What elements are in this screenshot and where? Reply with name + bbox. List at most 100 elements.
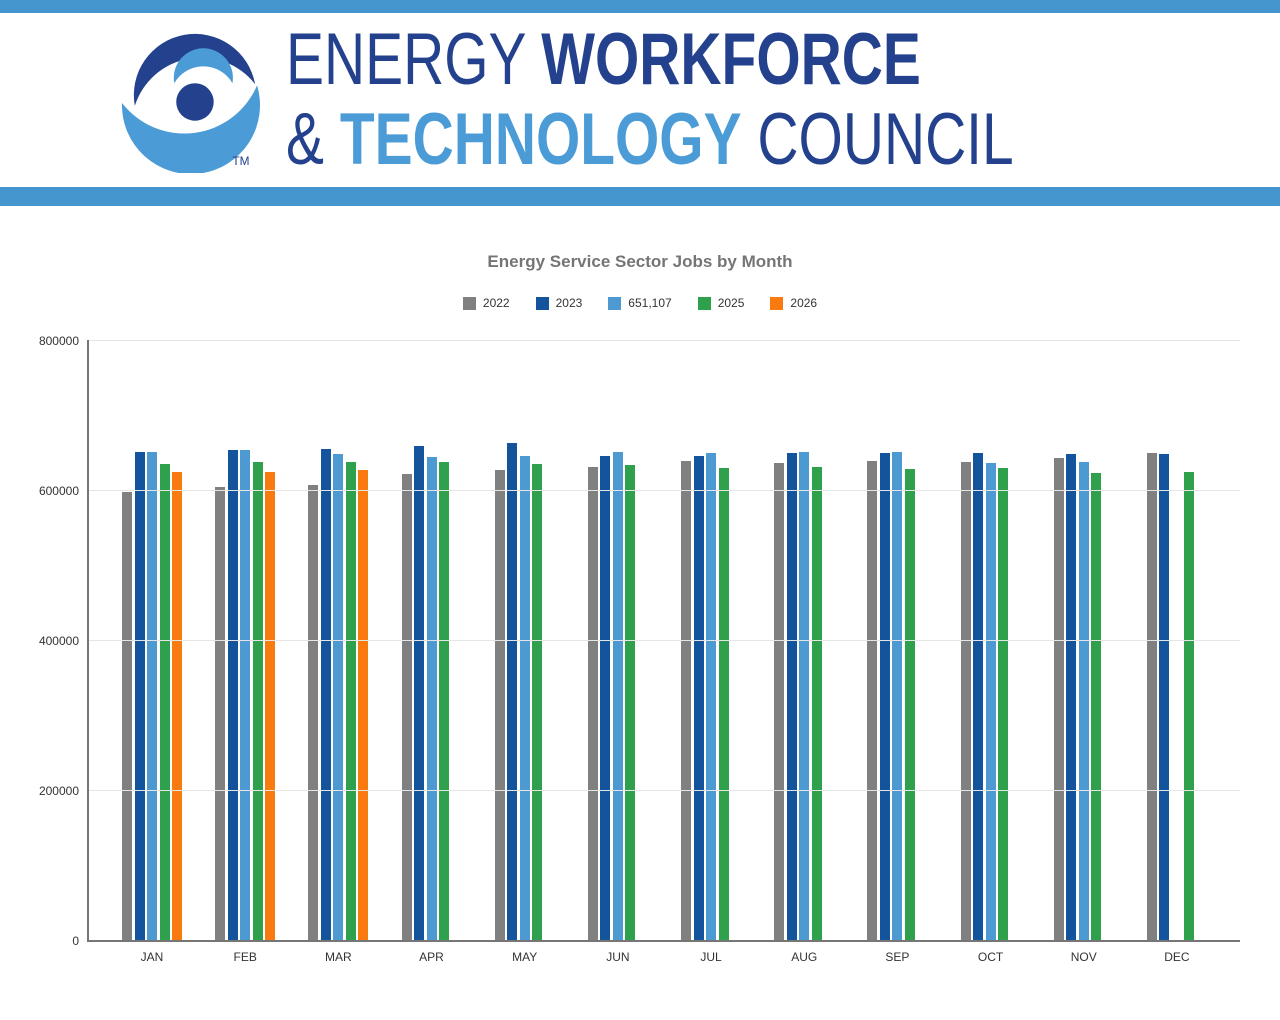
bar-2025-feb[interactable] bbox=[252, 461, 263, 940]
bar-651107-feb[interactable] bbox=[240, 450, 251, 940]
bar-2026-feb[interactable] bbox=[265, 472, 276, 940]
ewtc-logo: TM bbox=[122, 27, 264, 173]
x-label-sep: SEP bbox=[885, 950, 910, 964]
bar-2022-dec[interactable] bbox=[1146, 452, 1157, 940]
legend-swatch-2023 bbox=[535, 296, 549, 310]
bar-group-nov bbox=[1053, 340, 1114, 940]
x-label-mar: MAR bbox=[325, 950, 352, 964]
bar-2025-mar[interactable] bbox=[345, 462, 356, 940]
logo-inner-swirl bbox=[173, 48, 233, 84]
legend-label-2022: 2022 bbox=[482, 296, 510, 310]
trademark-text: TM bbox=[232, 154, 249, 168]
logo-top-swirl bbox=[133, 33, 256, 106]
bar-2023-oct[interactable] bbox=[973, 453, 984, 940]
bar-2025-sep[interactable] bbox=[904, 468, 915, 940]
bar-651107-apr[interactable] bbox=[426, 456, 437, 940]
bar-2022-aug[interactable] bbox=[774, 463, 785, 940]
bar-2023-nov[interactable] bbox=[1066, 454, 1077, 940]
brand-wordmark: ENERGY WORKFORCE & TECHNOLOGY COUNCIL bbox=[286, 20, 1014, 180]
legend-item-2026[interactable]: 2026 bbox=[770, 296, 817, 310]
x-label-jun: JUN bbox=[606, 950, 630, 964]
bar-651107-sep[interactable] bbox=[892, 451, 903, 940]
legend-swatch-2022 bbox=[462, 296, 476, 310]
bar-2022-mar[interactable] bbox=[308, 485, 319, 940]
bar-2023-sep[interactable] bbox=[879, 453, 890, 940]
bar-651107-mar[interactable] bbox=[333, 454, 344, 940]
bar-2025-oct[interactable] bbox=[998, 467, 1009, 940]
bar-2026-jan[interactable] bbox=[172, 471, 182, 940]
bar-group-oct bbox=[960, 340, 1021, 940]
bar-2023-dec[interactable] bbox=[1159, 453, 1170, 940]
x-label-nov: NOV bbox=[1070, 950, 1097, 964]
brand-header: TM ENERGY WORKFORCE & TECHNOLOGY COUNCIL bbox=[0, 13, 1280, 187]
legend-swatch-2025 bbox=[697, 296, 711, 310]
bar-2025-apr[interactable] bbox=[439, 461, 450, 940]
brand-word-technology: TECHNOLOGY bbox=[339, 99, 742, 180]
legend-item-2022[interactable]: 2022 bbox=[462, 296, 510, 310]
y-tick-600000: 600000 bbox=[38, 484, 79, 498]
bar-2023-feb[interactable] bbox=[227, 450, 238, 940]
logo-bottom-swirl bbox=[122, 85, 261, 173]
x-label-apr: APR bbox=[419, 950, 444, 964]
bar-group-feb bbox=[215, 340, 276, 940]
bar-2022-apr[interactable] bbox=[401, 474, 412, 940]
bar-651107-aug[interactable] bbox=[799, 451, 810, 940]
x-label-feb: FEB bbox=[233, 950, 257, 964]
bar-651107-oct[interactable] bbox=[985, 462, 996, 940]
jobs-by-month-chart: JAN FEB MAR APR MAY JUN JUL AUG SEP OCT NOV DEC 0 20… bbox=[0, 334, 1280, 1020]
gridline-600000 bbox=[89, 490, 1240, 491]
bar-2023-apr[interactable] bbox=[414, 445, 425, 940]
bar-651107-may[interactable] bbox=[519, 455, 530, 940]
bar-2023-mar[interactable] bbox=[320, 448, 331, 940]
bar-group-jul bbox=[681, 340, 741, 940]
bar-2022-jun[interactable] bbox=[587, 467, 598, 940]
logo-center-dot bbox=[176, 83, 214, 121]
plot-area bbox=[87, 340, 1240, 942]
legend-item-2023[interactable]: 2023 bbox=[535, 296, 583, 310]
bar-2025-nov[interactable] bbox=[1091, 472, 1102, 940]
gridline-400000 bbox=[89, 640, 1240, 641]
bar-2025-may[interactable] bbox=[532, 464, 543, 940]
bar-2023-jun[interactable] bbox=[600, 456, 611, 940]
y-tick-200000: 200000 bbox=[38, 784, 79, 798]
legend-item-651107[interactable]: 651,107 bbox=[608, 296, 672, 310]
brand-word-energy: ENERGY bbox=[286, 19, 526, 100]
bar-2022-sep[interactable] bbox=[867, 461, 878, 940]
bar-2025-jul[interactable] bbox=[718, 467, 729, 940]
bar-group-mar bbox=[308, 340, 369, 940]
bar-groups bbox=[89, 340, 1240, 940]
bar-2022-may[interactable] bbox=[494, 469, 505, 940]
bar-651107-nov[interactable] bbox=[1078, 462, 1089, 940]
bar-2023-jul[interactable] bbox=[693, 456, 704, 940]
bar-2025-dec[interactable] bbox=[1184, 471, 1195, 940]
bar-2023-may[interactable] bbox=[507, 442, 518, 940]
bar-2022-feb[interactable] bbox=[215, 487, 226, 940]
x-label-dec: DEC bbox=[1164, 950, 1190, 964]
gridline-200000 bbox=[89, 790, 1240, 791]
bar-2025-jun[interactable] bbox=[625, 465, 636, 940]
x-label-oct: OCT bbox=[977, 950, 1004, 964]
bar-2022-jan[interactable] bbox=[122, 491, 132, 940]
bar-2023-aug[interactable] bbox=[786, 453, 797, 940]
brand-ampersand: & bbox=[286, 99, 324, 180]
bar-2022-jul[interactable] bbox=[681, 461, 692, 940]
bar-651107-jun[interactable] bbox=[612, 452, 623, 940]
chart-title: Energy Service Sector Jobs by Month bbox=[487, 252, 793, 271]
chart-section: Energy Service Sector Jobs by Month 2022… bbox=[0, 252, 1280, 1020]
bar-2022-nov[interactable] bbox=[1053, 457, 1064, 940]
bar-2025-jan[interactable] bbox=[159, 463, 170, 940]
bar-651107-jan[interactable] bbox=[147, 451, 157, 940]
y-tick-400000: 400000 bbox=[38, 634, 79, 648]
legend-label-2025: 2025 bbox=[717, 296, 745, 310]
brand-line-2: & TECHNOLOGY COUNCIL bbox=[286, 100, 1014, 180]
legend-item-2025[interactable]: 2025 bbox=[697, 296, 745, 310]
brand-word-workforce: WORKFORCE bbox=[541, 19, 921, 100]
bar-2026-mar[interactable] bbox=[358, 470, 369, 940]
brand-line-1: ENERGY WORKFORCE bbox=[286, 20, 1014, 100]
bar-2022-oct[interactable] bbox=[960, 461, 971, 940]
bar-2023-jan[interactable] bbox=[134, 451, 145, 940]
bar-651107-jul[interactable] bbox=[706, 452, 717, 940]
y-tick-0: 0 bbox=[72, 934, 79, 948]
bar-2025-aug[interactable] bbox=[811, 467, 822, 940]
legend-label-2023: 2023 bbox=[555, 296, 583, 310]
